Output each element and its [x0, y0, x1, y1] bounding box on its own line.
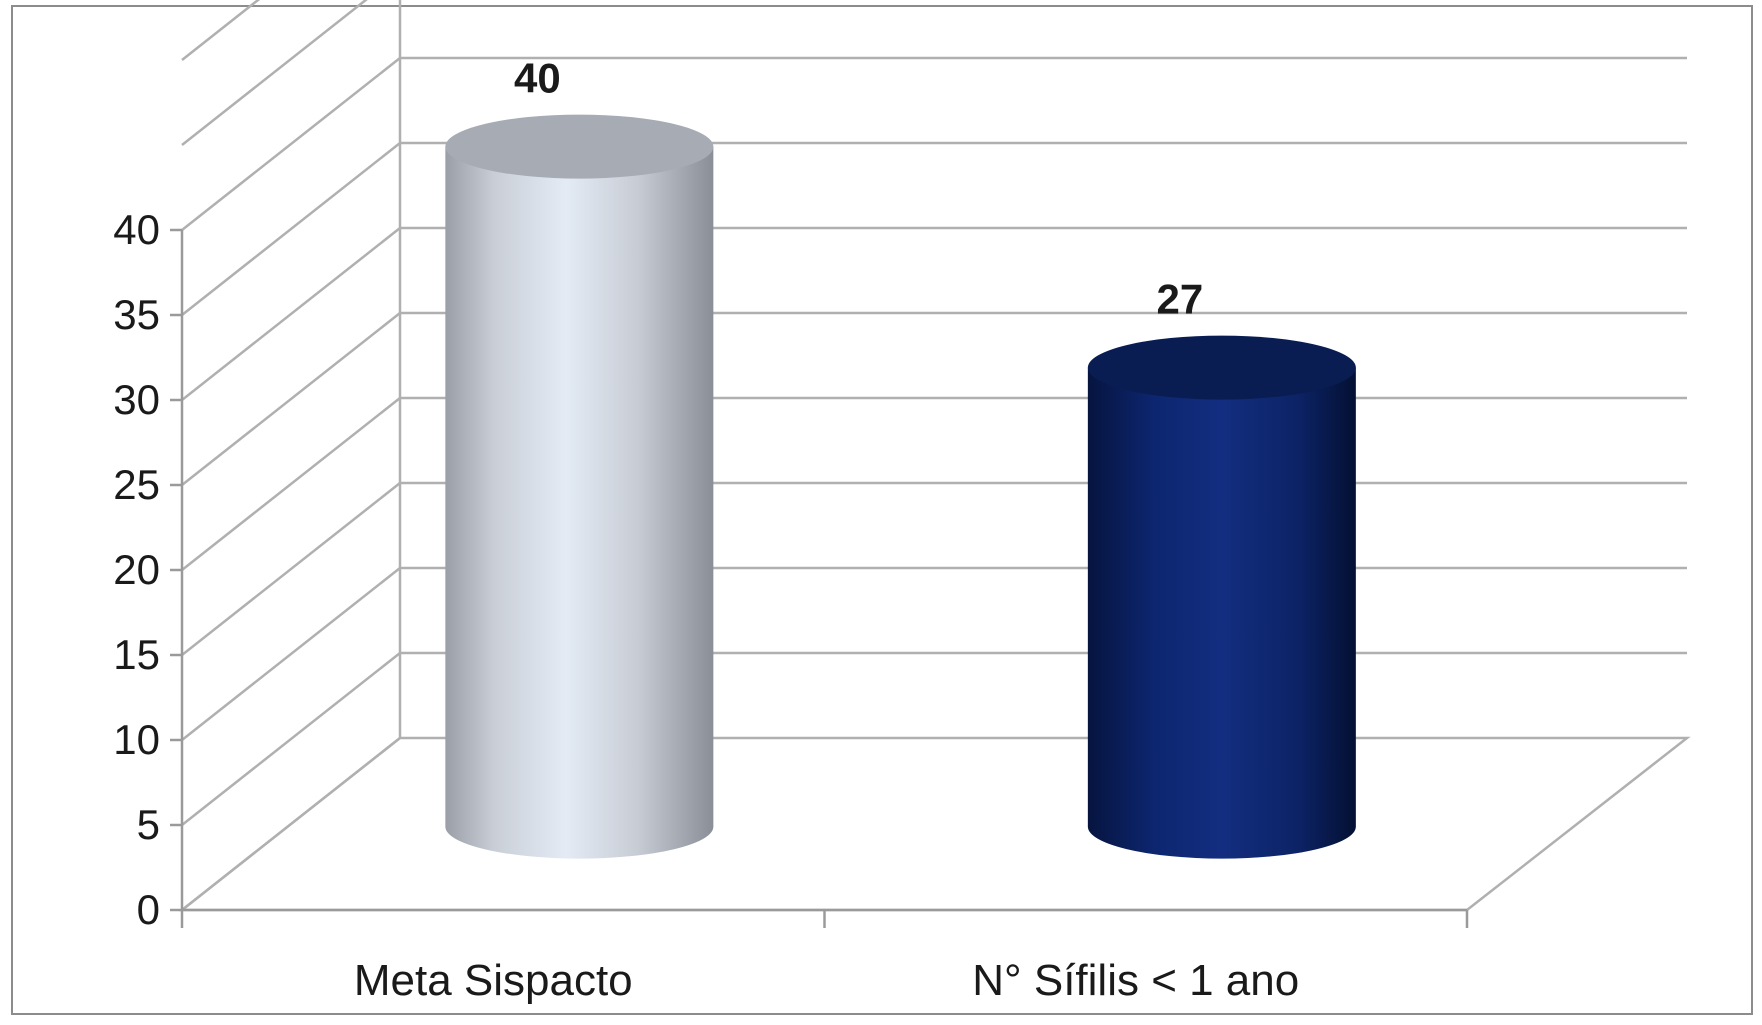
gridline-side: [181, 142, 401, 316]
bar-cylinder: [1087, 335, 1356, 859]
y-tick-label: 5: [137, 801, 160, 848]
gridline-side: [181, 57, 401, 231]
y-tick-label: 25: [113, 461, 160, 508]
gridline-side: [181, 567, 401, 741]
data-label: 27: [1156, 276, 1203, 323]
y-tick-label: 15: [113, 631, 160, 678]
bar-body: [1087, 367, 1356, 859]
y-tick-label: 40: [113, 206, 160, 253]
y-tick-label: 10: [113, 716, 160, 763]
bar-cylinder: [445, 114, 714, 859]
gridline-side: [181, 0, 368, 146]
gridline-side: [181, 227, 401, 401]
bar-series: [445, 114, 1356, 859]
x-category-label: Meta Sispacto: [354, 956, 633, 1005]
x-category-label: N° Sífilis < 1 ano: [972, 956, 1299, 1005]
data-label: 40: [514, 55, 561, 102]
y-tick-label: 20: [113, 546, 160, 593]
chart-border: [11, 5, 1753, 1015]
bar-top: [1087, 335, 1356, 400]
bar-top: [445, 114, 714, 179]
gridline-side: [181, 0, 261, 61]
x-axis: Meta Sispacto N° Sífilis < 1 ano: [180, 908, 1469, 1005]
y-tick-label: 0: [137, 886, 160, 933]
gridline-side: [181, 482, 401, 656]
gridline-side: [181, 652, 401, 826]
gridline-side: [181, 397, 401, 571]
y-tick-label: 35: [113, 291, 160, 338]
bar-body: [445, 146, 714, 859]
gridline-side: [181, 312, 401, 486]
y-tick-label: 30: [113, 376, 160, 423]
data-labels: 40 27: [514, 55, 1203, 323]
y-axis: 0 5 10 15 20 25 30 35 40: [113, 206, 184, 933]
